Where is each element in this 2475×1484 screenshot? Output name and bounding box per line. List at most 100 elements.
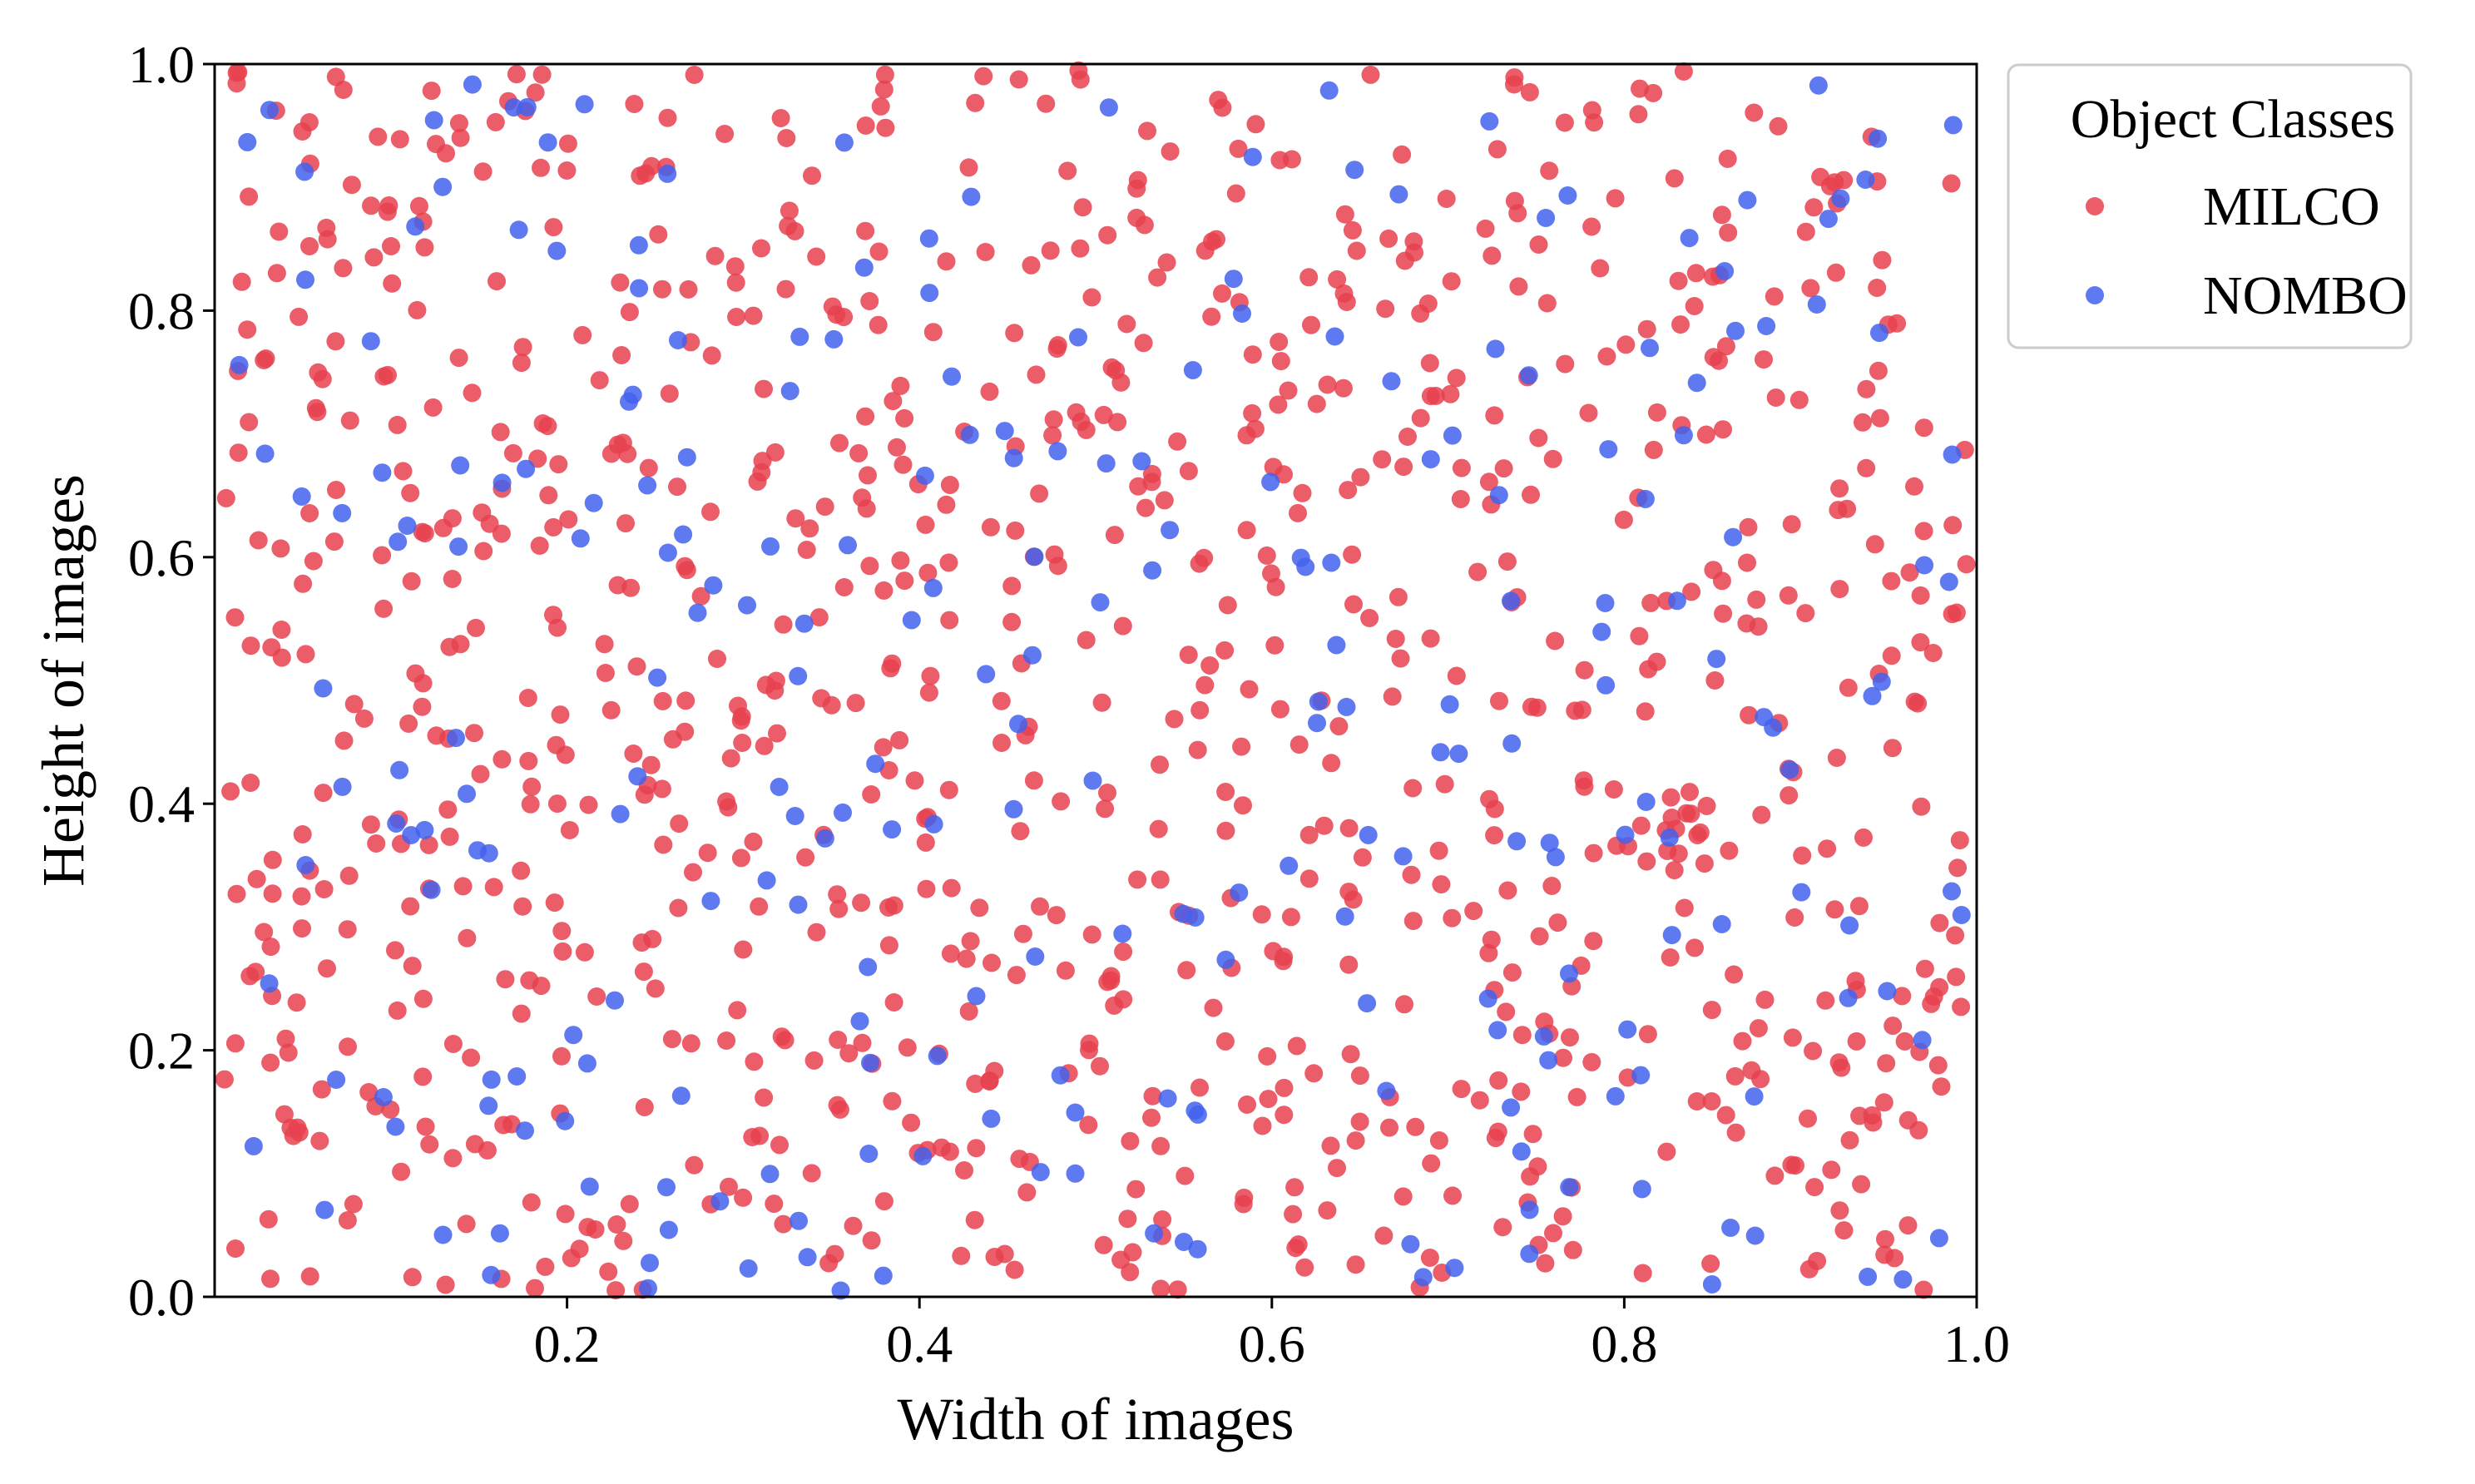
point-milco (599, 1262, 618, 1281)
legend-label-milco: MILCO (2203, 176, 2380, 237)
point-nombo (1113, 924, 1132, 943)
point-milco (267, 264, 286, 283)
point-milco (1435, 774, 1454, 794)
point-nombo (1145, 1224, 1164, 1243)
point-nombo (1540, 834, 1559, 853)
point-nombo (815, 829, 834, 848)
point-nombo (1004, 448, 1023, 467)
point-nombo (920, 284, 939, 303)
point-milco (834, 578, 854, 596)
point-milco (1512, 1026, 1532, 1045)
point-milco (1952, 997, 1971, 1017)
point-nombo (1893, 1270, 1913, 1289)
point-milco (367, 834, 386, 853)
point-milco (869, 315, 888, 334)
point-milco (1031, 897, 1049, 916)
point-milco (898, 1038, 917, 1057)
point-milco (449, 349, 468, 368)
point-milco (776, 279, 795, 299)
point-milco (1188, 740, 1207, 759)
point-milco (1151, 755, 1169, 774)
point-milco (1009, 70, 1028, 89)
point-milco (1422, 1154, 1441, 1173)
point-milco (520, 971, 539, 990)
point-milco (1838, 499, 1857, 518)
point-nombo (967, 987, 986, 1006)
point-milco (290, 307, 309, 326)
point-milco (1011, 822, 1030, 841)
point-milco (449, 114, 468, 133)
point-milco (620, 1195, 639, 1214)
point-milco (614, 1231, 633, 1250)
point-nombo (1757, 317, 1776, 335)
point-nombo (738, 596, 756, 615)
point-nombo (657, 1178, 676, 1197)
point-milco (1161, 142, 1180, 161)
point-milco (639, 458, 658, 477)
point-milco (966, 1074, 985, 1093)
point-milco (1226, 184, 1245, 203)
point-milco (1069, 61, 1088, 80)
point-nombo (1534, 1026, 1553, 1046)
point-milco (1269, 395, 1288, 414)
point-milco (796, 848, 815, 867)
point-milco (1126, 1180, 1146, 1199)
point-milco (494, 1115, 513, 1135)
point-milco (544, 517, 563, 537)
point-milco (731, 848, 750, 868)
point-milco (1493, 1218, 1512, 1237)
point-milco (1168, 432, 1187, 451)
point-nombo (516, 1121, 534, 1140)
point-milco (1215, 641, 1235, 660)
point-milco (458, 928, 477, 947)
point-milco (684, 863, 702, 882)
point-nombo (629, 235, 648, 255)
point-milco (895, 408, 914, 428)
point-milco (1657, 1142, 1676, 1161)
point-nombo (1745, 1087, 1764, 1106)
point-nombo (447, 729, 465, 748)
point-milco (1782, 1155, 1801, 1175)
point-milco (685, 1155, 704, 1175)
point-milco (1437, 190, 1456, 208)
point-milco (755, 379, 773, 398)
point-nombo (658, 164, 677, 183)
point-milco (1293, 483, 1312, 502)
point-milco (300, 237, 319, 255)
point-nombo (361, 332, 380, 351)
point-milco (293, 919, 311, 938)
point-nombo (373, 463, 392, 482)
point-milco (1420, 354, 1439, 373)
point-milco (1353, 848, 1372, 867)
point-milco (1143, 1086, 1162, 1106)
point-nombo (479, 1096, 498, 1115)
point-milco (830, 1100, 849, 1119)
point-milco (1685, 938, 1704, 957)
point-milco (625, 95, 644, 113)
point-milco (829, 899, 849, 918)
point-milco (895, 571, 914, 591)
point-nombo (292, 487, 311, 506)
point-milco (334, 259, 353, 278)
point-milco (1176, 1166, 1195, 1185)
point-milco (318, 230, 337, 249)
point-nombo (834, 803, 852, 822)
point-nombo (850, 1012, 869, 1031)
point-milco (952, 1246, 971, 1265)
point-milco (1738, 553, 1756, 572)
point-milco (1537, 294, 1557, 313)
point-milco (491, 423, 510, 442)
point-milco (440, 827, 459, 846)
point-milco (362, 196, 380, 215)
point-nombo (1478, 989, 1497, 1008)
point-milco (635, 1098, 654, 1116)
point-milco (1404, 232, 1423, 251)
point-nombo (1345, 161, 1364, 180)
point-milco (1351, 467, 1370, 487)
point-milco (1264, 942, 1283, 961)
legend-title: Object Classes (2071, 89, 2395, 150)
point-milco (616, 514, 635, 533)
point-milco (916, 515, 935, 534)
point-milco (1530, 927, 1549, 946)
point-milco (753, 452, 772, 471)
